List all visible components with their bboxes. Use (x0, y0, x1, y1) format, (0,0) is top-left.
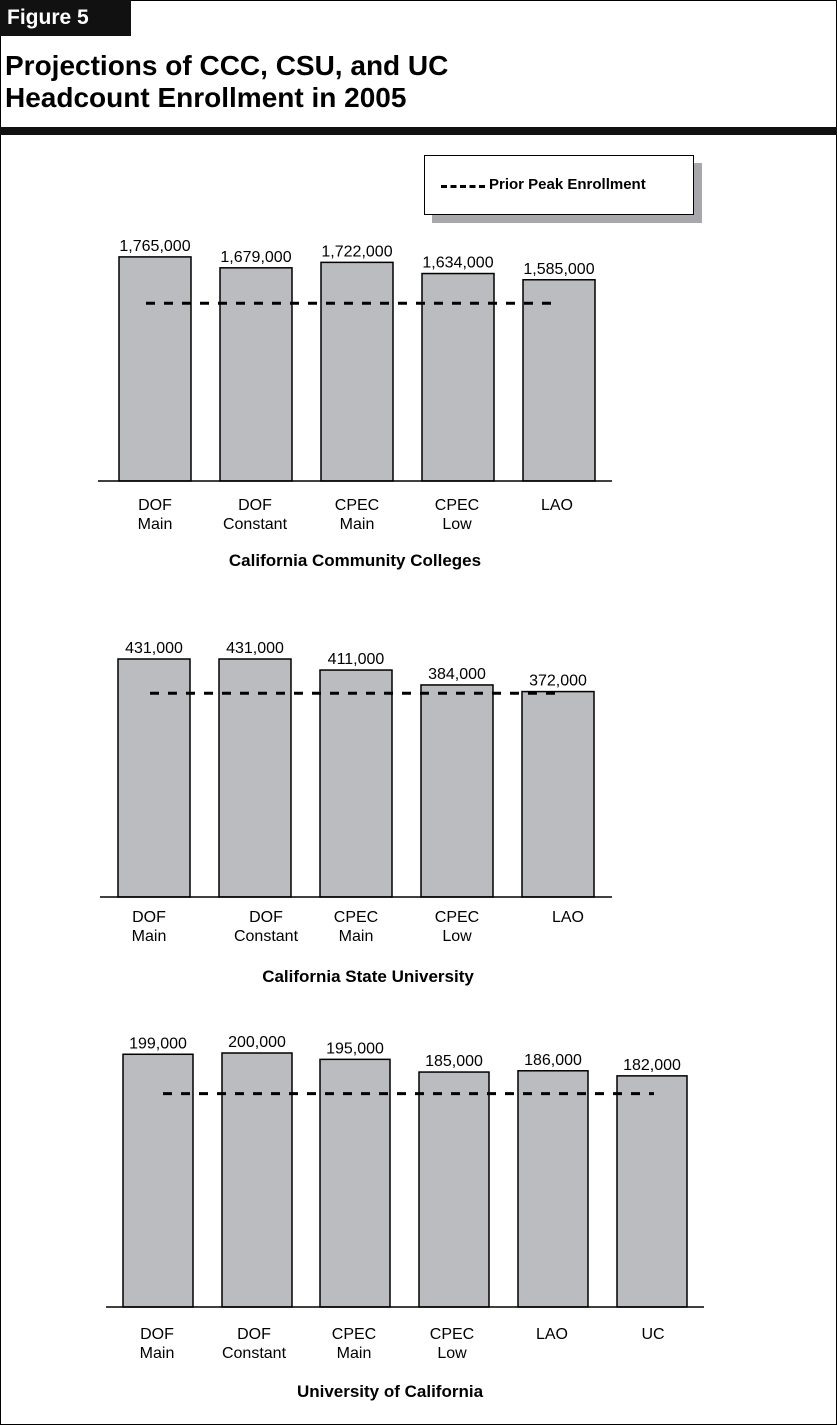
title-line-2: Headcount Enrollment in 2005 (5, 82, 407, 113)
value-label-0-3: 1,634,000 (422, 255, 493, 272)
category-label-0-1-1: Constant (223, 516, 288, 533)
category-label-1-2-0: CPEC (334, 909, 378, 926)
bar-2-0 (122, 1053, 194, 1308)
value-label-0-4: 1,585,000 (523, 261, 594, 278)
category-label-0-2-0: CPEC (335, 497, 379, 514)
value-label-2-5: 182,000 (623, 1057, 681, 1074)
category-label-0-3-1: Low (442, 516, 472, 533)
value-label-1-4: 372,000 (529, 673, 587, 690)
bar-1-1 (218, 658, 292, 898)
value-label-0-2: 1,722,000 (321, 243, 392, 260)
chart-title-1: California State University (262, 967, 474, 986)
category-label-0-1-0: DOF (238, 497, 272, 514)
category-label-1-3-0: CPEC (435, 909, 479, 926)
category-label-0-0-0: DOF (138, 497, 172, 514)
category-label-2-5-0: UC (641, 1326, 664, 1343)
value-label-1-2: 411,000 (328, 651, 385, 668)
figure-label: Figure 5 (0, 0, 131, 36)
category-label-1-3-1: Low (442, 928, 472, 945)
category-label-0-3-0: CPEC (435, 497, 479, 514)
category-label-2-1-0: DOF (237, 1326, 271, 1343)
bar-0-2 (320, 261, 394, 482)
category-label-2-4-0: LAO (536, 1326, 568, 1343)
category-label-1-1-0: DOF (249, 909, 283, 926)
bar-0-1 (219, 267, 293, 482)
bar-1-4 (521, 690, 595, 898)
category-label-0-0-1: Main (138, 516, 173, 533)
value-label-2-2: 195,000 (326, 1040, 384, 1057)
category-label-1-2-1: Main (339, 928, 374, 945)
legend-dash-swatch (441, 185, 485, 188)
category-label-2-1-1: Constant (222, 1345, 287, 1362)
bar-1-2 (319, 669, 393, 898)
bar-2-2 (319, 1058, 391, 1308)
chart-title-2: University of California (297, 1382, 484, 1401)
legend-label: Prior Peak Enrollment (489, 176, 646, 193)
category-label-2-2-0: CPEC (332, 1326, 376, 1343)
title-rule (0, 127, 837, 135)
category-label-1-1-1: Constant (234, 928, 299, 945)
value-label-0-0: 1,765,000 (119, 238, 190, 255)
value-label-2-1: 200,000 (228, 1034, 286, 1051)
category-label-2-3-1: Low (437, 1345, 467, 1362)
chart-title-0: California Community Colleges (229, 551, 481, 570)
category-label-1-0-0: DOF (132, 909, 166, 926)
legend: Prior Peak Enrollment (424, 155, 694, 215)
bar-1-3 (420, 684, 494, 898)
bar-2-4 (517, 1070, 589, 1308)
value-label-2-3: 185,000 (425, 1053, 483, 1070)
value-label-2-0: 199,000 (129, 1035, 187, 1052)
category-label-2-3-0: CPEC (430, 1326, 474, 1343)
bar-2-3 (418, 1071, 490, 1308)
category-label-2-2-1: Main (337, 1345, 372, 1362)
category-label-1-4-0: LAO (552, 909, 584, 926)
value-label-2-4: 186,000 (524, 1052, 582, 1069)
bar-0-0 (118, 256, 192, 482)
page-title: Projections of CCC, CSU, and UC Headcoun… (5, 50, 448, 114)
category-label-0-4-0: LAO (541, 497, 573, 514)
category-label-0-2-1: Main (340, 516, 375, 533)
value-label-1-3: 384,000 (428, 666, 486, 683)
category-label-2-0-1: Main (140, 1345, 175, 1362)
bar-2-5 (616, 1075, 688, 1308)
category-label-1-0-1: Main (132, 928, 167, 945)
category-label-2-0-0: DOF (140, 1326, 174, 1343)
value-label-1-0: 431,000 (125, 640, 183, 657)
bar-0-4 (522, 279, 596, 482)
title-line-1: Projections of CCC, CSU, and UC (5, 50, 449, 81)
bar-2-1 (221, 1052, 293, 1308)
value-label-1-1: 431,000 (226, 640, 284, 657)
value-label-0-1: 1,679,000 (220, 249, 291, 266)
bar-1-0 (117, 658, 191, 898)
